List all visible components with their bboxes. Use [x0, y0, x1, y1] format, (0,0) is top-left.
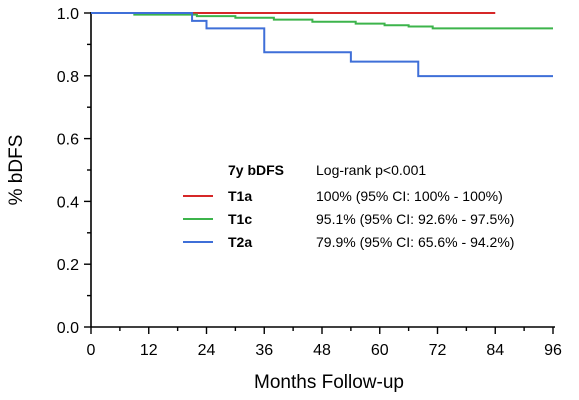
legend-header-value: Log-rank p<0.001	[316, 162, 426, 178]
x-tick-label-60: 60	[371, 342, 389, 359]
x-tick-label-96: 96	[544, 342, 562, 359]
x-tick-label-36: 36	[255, 342, 273, 359]
legend-text-t1a: 100% (95% CI: 100% - 100%)	[316, 188, 503, 204]
y-tick-label-1: 0.2	[57, 257, 79, 274]
x-axis-title: Months Follow-up	[254, 372, 404, 393]
series-line-t2a	[91, 12, 553, 78]
y-ticks: 0.0 0.2 0.4 0.6 0.8 1.0	[57, 6, 91, 337]
x-tick-label-24: 24	[198, 342, 216, 359]
legend-text-t2a: 79.9% (95% CI: 65.6% - 94.2%)	[316, 234, 514, 250]
y-tick-label-0: 0.0	[57, 320, 79, 337]
y-tick-label-5: 1.0	[57, 6, 79, 23]
legend-name-t2a: T2a	[228, 234, 252, 250]
x-tick-label-72: 72	[429, 342, 447, 359]
x-tick-label-84: 84	[486, 342, 504, 359]
y-tick-label-2: 0.4	[57, 194, 79, 211]
y-tick-label-4: 0.8	[57, 69, 79, 86]
legend: 7y bDFS Log-rank p<0.001 T1a 100% (95% C…	[183, 162, 514, 250]
series-line-t1c	[91, 12, 553, 30]
legend-header-label: 7y bDFS	[228, 162, 284, 178]
y-tick-label-3: 0.6	[57, 132, 79, 149]
legend-text-t1c: 95.1% (95% CI: 92.6% - 97.5%)	[316, 211, 514, 227]
series-layer	[91, 12, 553, 78]
x-ticks: 0 12 24 36 48 60 72 84 96	[87, 327, 562, 359]
legend-name-t1a: T1a	[228, 188, 252, 204]
legend-name-t1c: T1c	[228, 211, 252, 227]
x-tick-label-12: 12	[140, 342, 158, 359]
x-tick-label-0: 0	[87, 342, 96, 359]
x-tick-label-48: 48	[313, 342, 331, 359]
y-axis-title: % bDFS	[6, 135, 27, 206]
